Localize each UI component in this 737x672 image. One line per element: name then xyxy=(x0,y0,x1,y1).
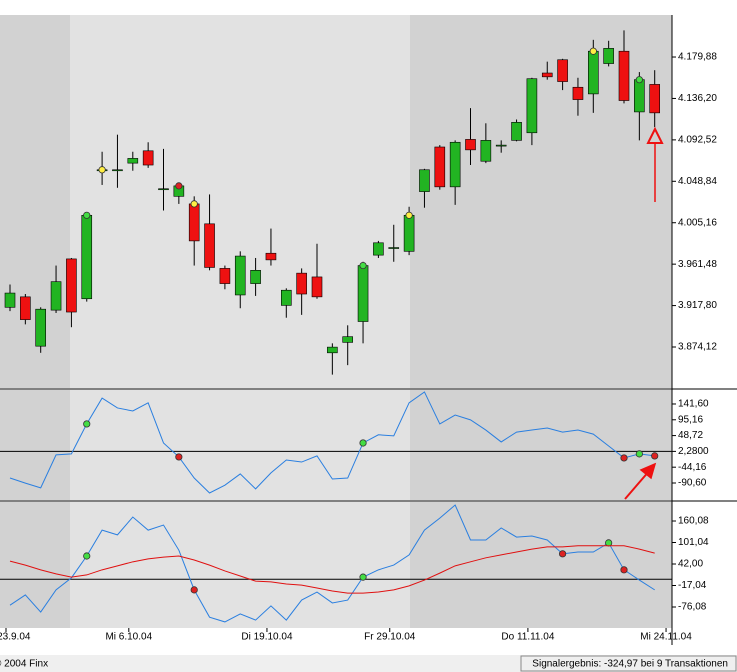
y-tick-label: 95,16 xyxy=(678,414,703,425)
candle-body xyxy=(388,247,400,249)
signal-dot xyxy=(620,454,628,462)
indicator-line xyxy=(9,545,655,594)
candle-body xyxy=(20,296,31,320)
signal-dot xyxy=(83,552,91,560)
candle-body xyxy=(526,78,538,134)
y-tick-label: 42,00 xyxy=(678,559,703,570)
candle-body xyxy=(127,158,139,164)
y-tick-label: 4.048,84 xyxy=(678,176,717,187)
y-tick-label: 101,04 xyxy=(678,537,709,548)
y-tick-label: 160,08 xyxy=(678,516,709,527)
candle-body xyxy=(342,336,354,343)
signal-dot xyxy=(558,550,567,558)
candle-body xyxy=(204,223,215,268)
signal-dot xyxy=(635,450,643,458)
panel xyxy=(4,30,661,375)
x-tick-label: Mi 24.11.04 xyxy=(640,632,692,643)
result-box xyxy=(520,655,737,672)
signal-dot xyxy=(651,452,659,460)
candle-body xyxy=(158,188,169,191)
candle-body xyxy=(587,50,599,95)
candle-body xyxy=(250,270,261,284)
signal-dot xyxy=(589,47,597,55)
signal-dot xyxy=(620,566,628,574)
y-tick-label: 141,60 xyxy=(678,399,709,410)
candle-body xyxy=(311,276,323,298)
signal-dot xyxy=(359,261,367,270)
signal-dot xyxy=(635,76,643,84)
signal-dot xyxy=(605,539,613,547)
candle-body xyxy=(357,265,369,322)
x-tick-label: Do 23.9.04 xyxy=(0,632,31,643)
candle-body xyxy=(465,139,476,151)
candle-body xyxy=(219,268,231,284)
indicator-line xyxy=(9,391,655,494)
panel xyxy=(0,504,672,623)
x-tick-label: Do 11.11.04 xyxy=(501,632,554,643)
indicator-line xyxy=(9,504,655,623)
signal-dot xyxy=(175,453,183,461)
candle-body xyxy=(4,292,16,308)
panel xyxy=(0,391,672,494)
annotation-arrow xyxy=(624,126,664,500)
copyright: © 2004 Finx xyxy=(0,659,48,670)
signal-dot xyxy=(83,420,91,428)
y-tick-label: 4.136,20 xyxy=(678,93,717,104)
signal-dot xyxy=(98,166,106,174)
candle-body xyxy=(449,141,461,188)
signal-dot xyxy=(359,439,367,447)
candle-body xyxy=(557,59,568,82)
x-tick-label: Di 19.10.04 xyxy=(241,632,293,643)
signal-dot xyxy=(175,182,183,190)
candle-body xyxy=(618,50,630,101)
candle-body xyxy=(81,214,93,300)
candle-body xyxy=(434,146,446,188)
x-tick-label: Mi 6.10.04 xyxy=(105,632,152,643)
candle-body xyxy=(634,79,645,113)
candle-body xyxy=(419,169,430,192)
candle-body xyxy=(572,86,584,100)
candle-body xyxy=(495,144,507,147)
candle-body xyxy=(234,255,246,296)
candle-body xyxy=(541,72,553,78)
candle-body xyxy=(327,346,338,354)
y-tick-label: 4.179,88 xyxy=(678,52,717,63)
candle-body xyxy=(142,150,154,166)
y-tick-label: 3.917,80 xyxy=(678,300,717,311)
candle-body xyxy=(280,289,292,306)
candle-body xyxy=(649,84,661,114)
candle-body xyxy=(373,242,384,256)
y-tick-label: -76,08 xyxy=(678,602,707,613)
candle-body xyxy=(603,48,614,64)
signal-result: Signalergebnis: -324,97 bei 9 Transaktio… xyxy=(532,659,728,670)
background-shading xyxy=(0,15,672,628)
y-tick-label: 3.961,48 xyxy=(678,259,717,270)
candle-body xyxy=(35,308,47,347)
candle-body xyxy=(511,122,522,141)
signal-dot xyxy=(83,211,91,219)
x-tick-label: Fr 29.10.04 xyxy=(364,632,416,643)
signal-dot xyxy=(190,586,198,594)
y-tick-label: 48,72 xyxy=(678,430,703,441)
candle-body xyxy=(66,258,77,313)
candle-body xyxy=(296,272,307,295)
signal-dot xyxy=(405,211,413,219)
candle-body xyxy=(480,140,492,162)
candle-body xyxy=(50,281,62,311)
y-tick-label: -17,04 xyxy=(678,580,707,591)
y-tick-label: 4.092,52 xyxy=(678,135,717,146)
y-tick-label: 4.005,16 xyxy=(678,217,717,228)
y-tick-label: 3.874,12 xyxy=(678,342,717,353)
y-tick-label: -44,16 xyxy=(678,462,707,473)
y-tick-label: -90,60 xyxy=(678,478,707,489)
candle-body xyxy=(403,214,415,252)
signal-dot xyxy=(190,200,198,208)
y-tick-label: 2,2800 xyxy=(678,446,709,457)
candle-body xyxy=(188,203,200,242)
candle-body xyxy=(265,252,277,261)
signal-dot xyxy=(359,573,367,581)
candle-body xyxy=(112,169,123,172)
